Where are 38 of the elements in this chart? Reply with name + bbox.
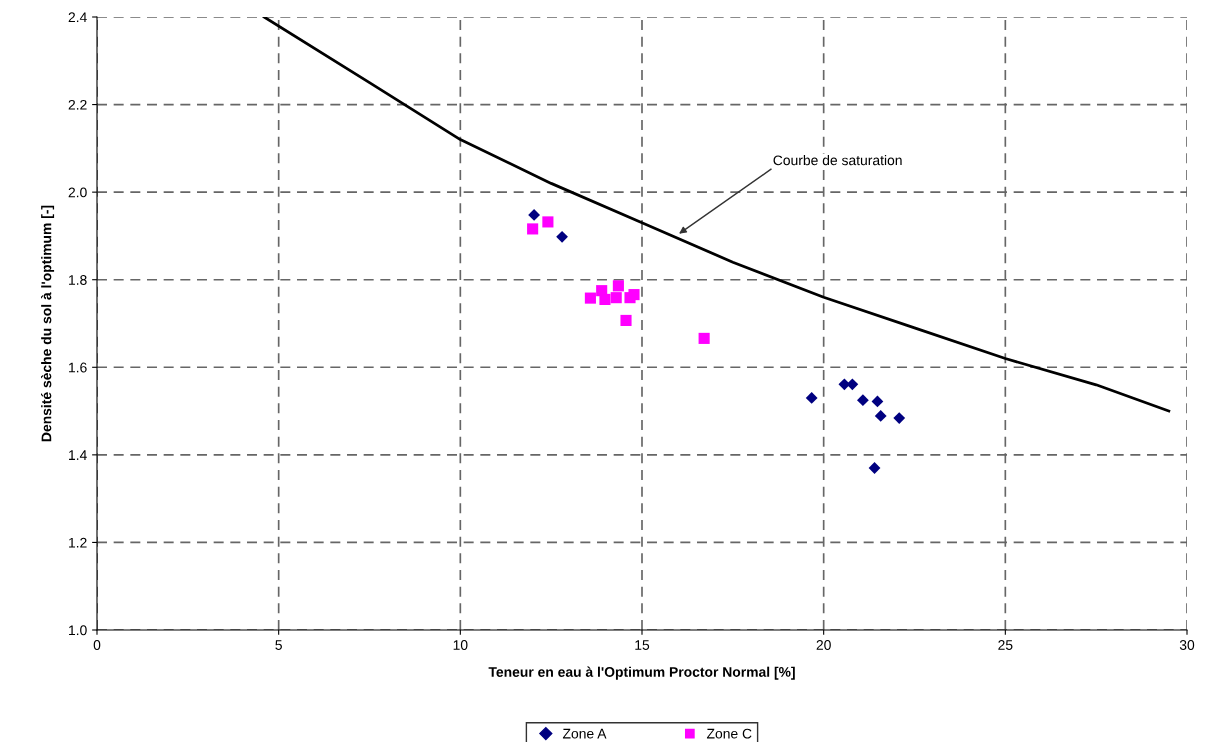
point	[871, 395, 884, 408]
x-tick-label: 15	[635, 640, 650, 650]
y-tick-label: 1.6	[69, 362, 87, 373]
point	[628, 289, 640, 301]
point	[556, 230, 568, 243]
point	[868, 462, 881, 474]
y-axis-title: Densité sèche du sol à l'optimum [-]	[41, 205, 55, 442]
y-tick-label: 2.2	[68, 99, 87, 110]
point	[584, 292, 596, 304]
y-tick-label: 2.4	[68, 12, 87, 23]
x-tick-label: 25	[998, 640, 1013, 650]
y-tick-label: 1.8	[69, 275, 87, 285]
point	[857, 394, 869, 407]
point	[612, 280, 624, 292]
x-tick-label: 10	[453, 640, 468, 650]
x-tick-label: 0	[93, 640, 101, 650]
annotation: Courbe de saturation	[773, 155, 902, 166]
point	[599, 293, 611, 305]
point	[698, 332, 710, 344]
x-axis-title: Teneur en eau à l'Optimum Proctor Normal [%]	[488, 666, 795, 680]
line-series	[262, 17, 1171, 413]
point	[527, 223, 539, 235]
point	[542, 216, 554, 228]
point	[805, 392, 818, 404]
legend-label: Zone C	[706, 728, 752, 739]
point	[893, 412, 906, 424]
point	[620, 314, 632, 326]
point	[610, 292, 622, 304]
y-tick-label: 2.0	[68, 187, 87, 198]
y-tick-label: 1.0	[69, 625, 87, 636]
x-tick-label: 20	[816, 640, 831, 650]
legend-label: Zone A	[562, 728, 607, 739]
x-tick-label: 30	[1179, 640, 1195, 650]
y-tick-label: 1.2	[69, 537, 87, 548]
point	[528, 209, 540, 221]
x-tick-label: 5	[275, 640, 282, 650]
point	[874, 409, 887, 422]
y-tick-label: 1.4	[69, 450, 87, 460]
